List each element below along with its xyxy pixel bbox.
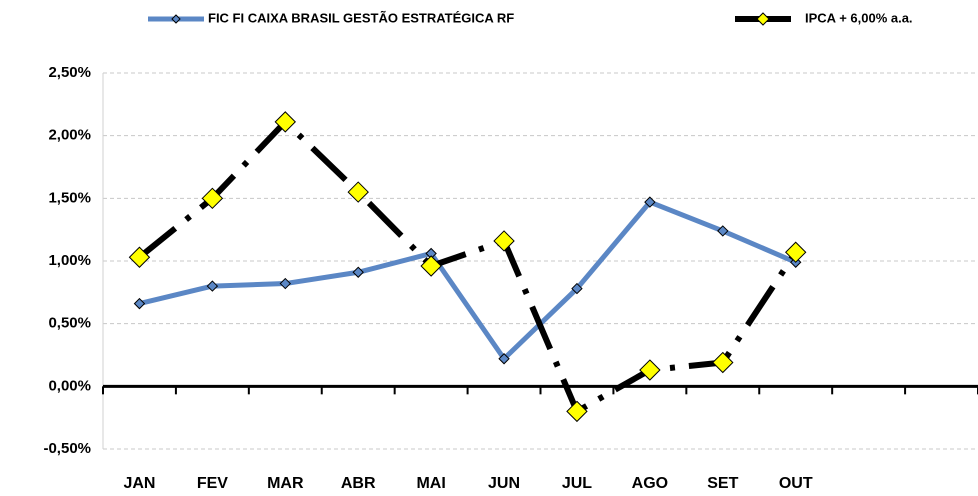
y-tick-label: 0,50% bbox=[48, 315, 91, 332]
marker bbox=[498, 353, 510, 365]
y-tick-label: 0,00% bbox=[48, 377, 91, 394]
x-tick-label: MAR bbox=[267, 475, 304, 492]
x-tick-label: OUT bbox=[779, 475, 813, 492]
marker bbox=[420, 255, 442, 277]
marker bbox=[352, 266, 364, 278]
marker bbox=[644, 196, 656, 208]
marker bbox=[785, 241, 807, 263]
y-tick-label: 2,00% bbox=[48, 127, 91, 144]
legend-marker bbox=[756, 12, 770, 26]
y-tick-label: -0,50% bbox=[43, 440, 91, 457]
x-tick-label: ABR bbox=[341, 475, 376, 492]
y-tick-label: 1,00% bbox=[48, 252, 91, 269]
x-tick-label: JUL bbox=[562, 475, 592, 492]
x-tick-label: MAI bbox=[416, 475, 445, 492]
marker bbox=[717, 225, 729, 237]
y-tick-label: 1,50% bbox=[48, 189, 91, 206]
x-tick-label: AGO bbox=[632, 475, 668, 492]
legend-label: IPCA + 6,00% a.a. bbox=[805, 10, 913, 25]
marker bbox=[566, 400, 588, 423]
marker bbox=[712, 351, 734, 374]
x-tick-label: SET bbox=[707, 475, 738, 492]
marker bbox=[493, 230, 515, 252]
x-tick-label: FEV bbox=[197, 475, 228, 492]
series-line bbox=[138, 199, 797, 362]
marker bbox=[274, 111, 296, 133]
marker bbox=[571, 282, 583, 295]
marker bbox=[128, 246, 151, 268]
x-tick-label: JAN bbox=[123, 475, 155, 492]
marker bbox=[639, 359, 661, 381]
marker bbox=[201, 187, 224, 210]
marker bbox=[279, 277, 291, 290]
y-tick-label: 2,50% bbox=[48, 64, 91, 81]
x-tick-label: JUN bbox=[488, 475, 520, 492]
marker bbox=[133, 297, 146, 310]
marker bbox=[347, 181, 369, 203]
legend-marker bbox=[171, 14, 181, 24]
marker bbox=[206, 280, 219, 292]
legend-label: FIC FI CAIXA BRASIL GESTÃO ESTRATÉGICA R… bbox=[208, 10, 514, 25]
series-line bbox=[137, 118, 799, 415]
